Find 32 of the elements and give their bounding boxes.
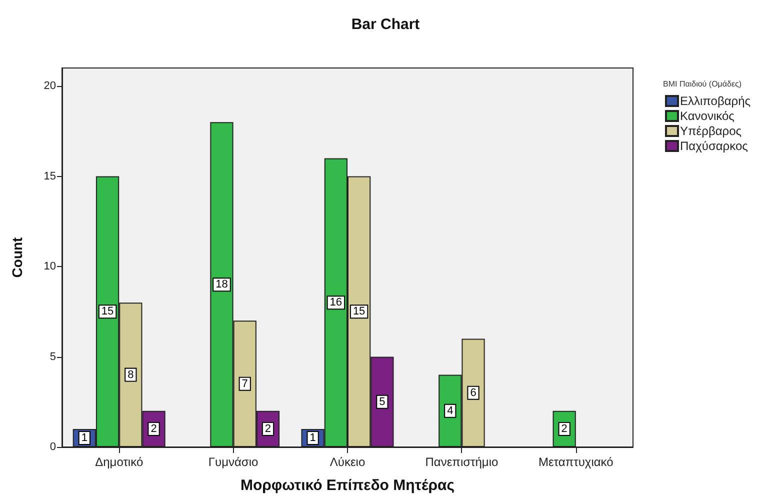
- x-axis-title: Μορφωτικό Επίπεδο Μητέρας: [240, 477, 455, 494]
- x-tick-label: Γυμνάσιο: [208, 455, 259, 469]
- data-label: 5: [379, 396, 386, 408]
- y-tick-label: 10: [44, 260, 56, 273]
- data-label: 1: [81, 432, 88, 444]
- y-tick-label: 0: [50, 441, 56, 453]
- legend-label: Ελλιποβαρής: [680, 94, 751, 108]
- x-tick-label: Πανεπιστήμιο: [425, 455, 499, 469]
- data-label: 6: [470, 386, 476, 399]
- x-tick-label: Δημοτικό: [95, 455, 144, 469]
- chart-title: Bar Chart: [351, 16, 420, 33]
- y-tick-label: 15: [44, 170, 56, 182]
- data-label: 2: [264, 422, 272, 435]
- data-label: 2: [150, 422, 157, 435]
- legend-title: BMI Παιδιού (Ομάδες): [663, 80, 742, 88]
- y-tick-label: 20: [44, 80, 56, 92]
- data-label: 2: [561, 422, 568, 435]
- y-tick-label: 5: [50, 350, 56, 363]
- x-tick-label: Μεταπτυχιακό: [538, 455, 614, 469]
- data-label: 8: [128, 368, 134, 381]
- data-label: 15: [101, 306, 114, 318]
- data-label: 15: [352, 306, 366, 318]
- y-axis-title: Count: [9, 236, 25, 278]
- data-label: 4: [447, 404, 454, 417]
- data-label: 18: [216, 278, 228, 291]
- data-label: 16: [330, 296, 342, 309]
- legend-label: Παχύσαρκος: [680, 139, 748, 153]
- data-label: 1: [310, 432, 316, 444]
- data-label: 7: [242, 378, 248, 390]
- legend-label: Κανονικός: [680, 109, 735, 123]
- legend-label: Υπέρβαρος: [680, 124, 742, 138]
- x-tick-label: Λύκειο: [330, 455, 366, 469]
